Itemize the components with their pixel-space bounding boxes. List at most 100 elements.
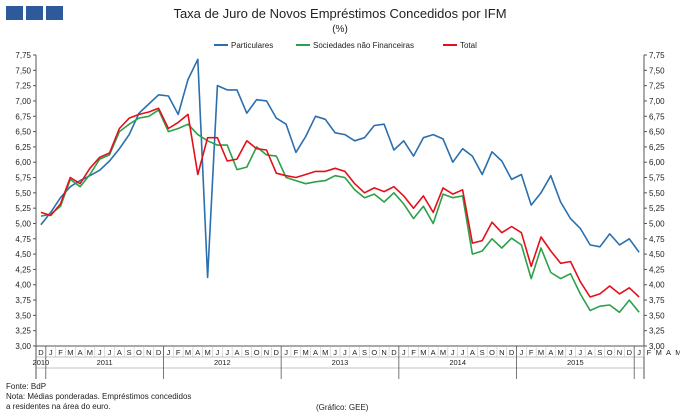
x-month-label: A xyxy=(470,348,475,357)
y-tick-label-right: 5,75 xyxy=(649,174,665,183)
x-year-label: 2013 xyxy=(332,358,349,367)
x-month-label: D xyxy=(627,348,633,357)
x-month-label: N xyxy=(617,348,622,357)
x-month-label: J xyxy=(451,348,455,357)
x-month-label: J xyxy=(284,348,288,357)
y-tick-label-right: 4,50 xyxy=(649,250,665,259)
x-month-label: M xyxy=(87,348,93,357)
series-line-particulares xyxy=(40,58,640,279)
y-tick-label-right: 7,50 xyxy=(649,66,665,75)
x-year-label: 2015 xyxy=(567,358,584,367)
x-month-label: D xyxy=(156,348,162,357)
x-month-label: M xyxy=(538,348,544,357)
y-tick-label-left: 6,25 xyxy=(15,143,31,152)
y-tick-label-left: 4,25 xyxy=(15,265,31,274)
y-tick-label-right: 3,50 xyxy=(649,311,665,320)
x-month-label: O xyxy=(254,348,260,357)
y-tick-label-right: 3,25 xyxy=(649,327,665,336)
x-month-label: M xyxy=(420,348,426,357)
x-month-label: J xyxy=(167,348,171,357)
x-month-label: A xyxy=(235,348,240,357)
gee-logo xyxy=(6,6,63,20)
y-tick-label-left: 4,50 xyxy=(15,250,31,259)
x-month-label: D xyxy=(38,348,44,357)
x-month-label: A xyxy=(352,348,357,357)
y-tick-label-right: 5,25 xyxy=(649,204,665,213)
x-month-label: N xyxy=(381,348,386,357)
x-month-label: N xyxy=(499,348,504,357)
y-tick-label-right: 6,00 xyxy=(649,158,665,167)
y-tick-label-left: 6,00 xyxy=(15,158,31,167)
series-line-total xyxy=(40,107,640,298)
x-month-label: A xyxy=(78,348,83,357)
method-note-line1: Nota: Médias ponderadas. Empréstimos con… xyxy=(6,392,192,401)
x-month-label: N xyxy=(264,348,269,357)
legend-label: Sociedades não Financeiras xyxy=(313,41,414,50)
x-month-label: J xyxy=(578,348,582,357)
y-tick-label-left: 3,50 xyxy=(15,311,31,320)
method-note-line2: a residentes na área do euro. xyxy=(6,402,111,411)
x-month-label: M xyxy=(656,348,662,357)
chart-credit: (Gráfico: GEE) xyxy=(316,403,369,412)
x-month-label: F xyxy=(58,348,63,357)
x-month-label: A xyxy=(588,348,593,357)
x-month-label: M xyxy=(67,348,73,357)
y-tick-label-left: 7,50 xyxy=(15,66,31,75)
x-month-label: F xyxy=(647,348,652,357)
x-month-label: J xyxy=(108,348,112,357)
x-month-label: M xyxy=(204,348,210,357)
y-tick-label-left: 6,75 xyxy=(15,112,31,121)
x-month-label: D xyxy=(391,348,397,357)
x-month-label: S xyxy=(244,348,249,357)
x-month-label: A xyxy=(313,348,318,357)
x-month-label: J xyxy=(49,348,53,357)
logo-square xyxy=(46,6,63,20)
x-month-label: J xyxy=(216,348,220,357)
y-tick-label-left: 3,00 xyxy=(15,342,31,351)
x-month-label: O xyxy=(489,348,495,357)
x-month-label: A xyxy=(548,348,553,357)
x-month-label: D xyxy=(274,348,280,357)
chart-title: Taxa de Juro de Novos Empréstimos Conced… xyxy=(173,6,507,21)
x-year-label: 2010 xyxy=(33,358,50,367)
y-tick-label-left: 7,25 xyxy=(15,82,31,91)
y-tick-label-right: 5,00 xyxy=(649,219,665,228)
x-month-label: J xyxy=(569,348,573,357)
x-month-label: S xyxy=(597,348,602,357)
y-tick-label-right: 3,75 xyxy=(649,296,665,305)
y-tick-label-right: 3,00 xyxy=(649,342,665,351)
x-month-label: A xyxy=(431,348,436,357)
x-month-label: J xyxy=(402,348,406,357)
y-tick-label-right: 4,25 xyxy=(649,265,665,274)
y-tick-label-left: 6,50 xyxy=(15,128,31,137)
y-tick-label-left: 7,00 xyxy=(15,97,31,106)
x-month-label: J xyxy=(343,348,347,357)
x-month-label: O xyxy=(607,348,613,357)
x-month-label: M xyxy=(303,348,309,357)
y-tick-label-left: 5,25 xyxy=(15,204,31,213)
y-tick-label-left: 3,25 xyxy=(15,327,31,336)
x-month-label: M xyxy=(185,348,191,357)
y-tick-label-right: 7,00 xyxy=(649,97,665,106)
x-month-label: F xyxy=(294,348,299,357)
y-tick-label-left: 3,75 xyxy=(15,296,31,305)
x-month-label: A xyxy=(195,348,200,357)
x-month-label: O xyxy=(136,348,142,357)
x-month-label: F xyxy=(176,348,181,357)
y-tick-label-right: 6,75 xyxy=(649,112,665,121)
y-tick-label-right: 4,75 xyxy=(649,235,665,244)
legend-label: Particulares xyxy=(231,41,273,50)
x-month-label: J xyxy=(637,348,641,357)
x-month-label: M xyxy=(558,348,564,357)
y-tick-label-right: 6,50 xyxy=(649,128,665,137)
x-year-label: 2014 xyxy=(449,358,466,367)
y-tick-label-left: 7,75 xyxy=(15,51,31,60)
y-tick-label-right: 7,75 xyxy=(649,51,665,60)
x-year-label: 2012 xyxy=(214,358,231,367)
y-tick-label-right: 5,50 xyxy=(649,189,665,198)
x-month-label: A xyxy=(666,348,671,357)
logo-square xyxy=(6,6,23,20)
x-month-label: S xyxy=(480,348,485,357)
series-line-sociedades-n-o-financeiras xyxy=(40,109,640,314)
x-month-label: F xyxy=(529,348,534,357)
